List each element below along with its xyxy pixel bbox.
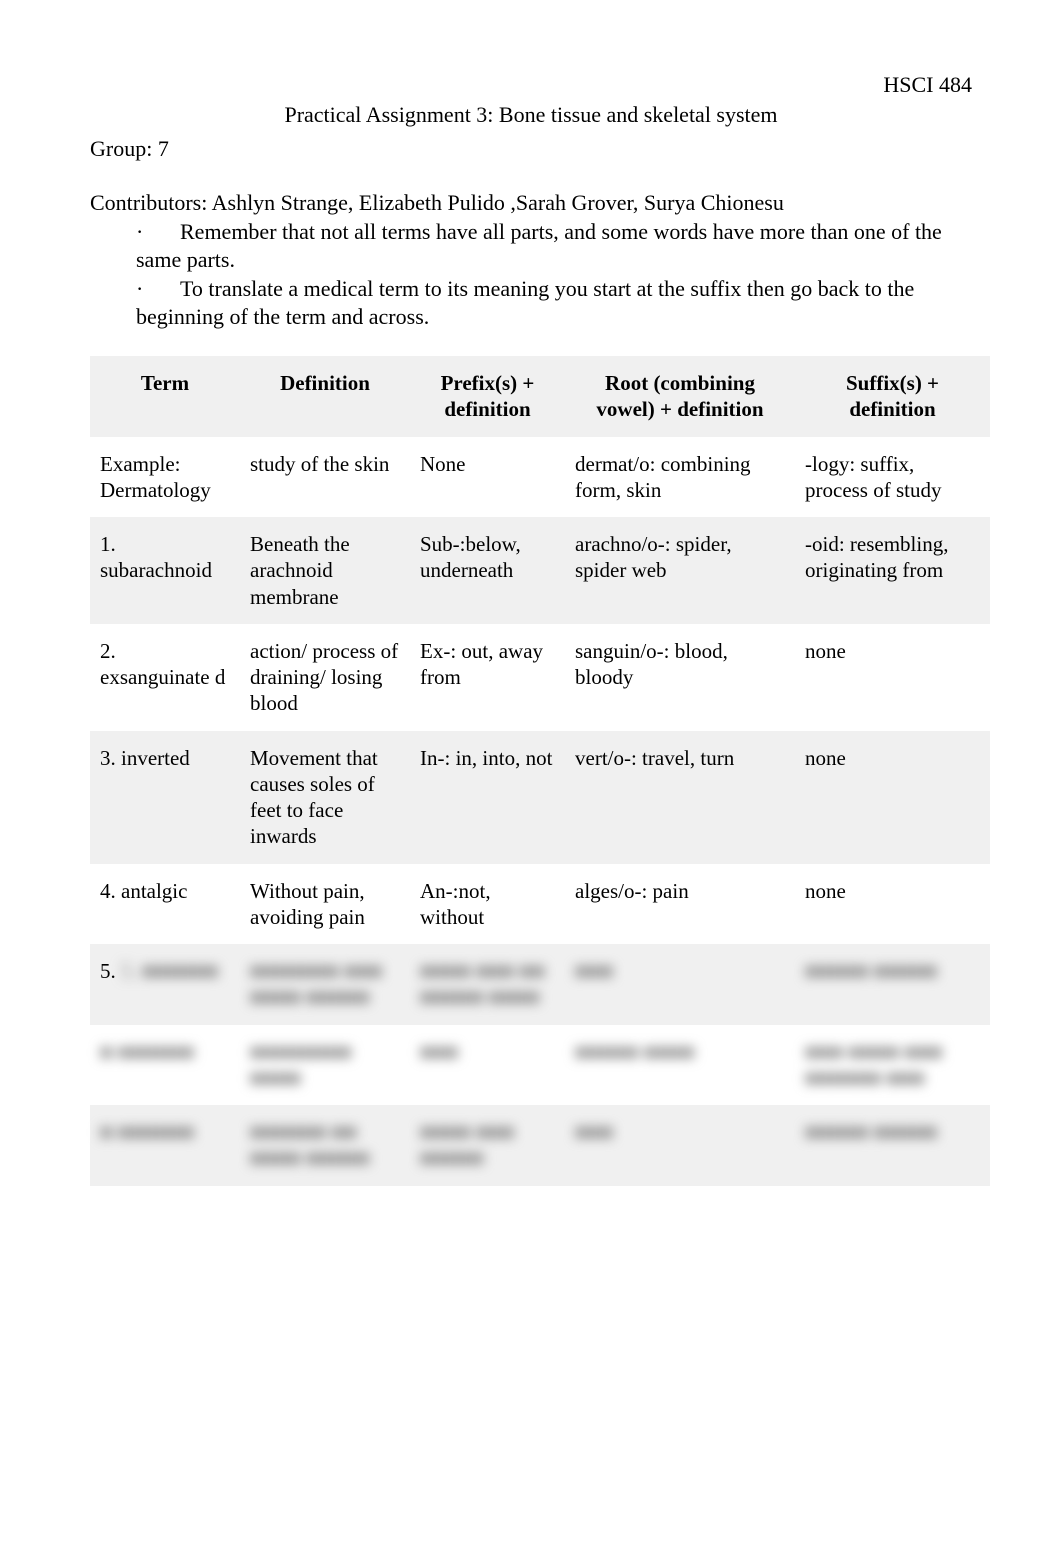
table-body: Example: Dermatology study of the skin N… [90,437,990,1186]
cell-prefix: In-: in, into, not [410,731,565,864]
cell-definition: ■■■■■■■■ ■■■■ [240,1025,410,1106]
cell-definition: study of the skin [240,437,410,518]
instruction-text: Remember that not all terms have all par… [136,219,942,272]
table-row: 1. subarachnoid Beneath the arachnoid me… [90,517,990,624]
table-row: ■ ■■■■■■ ■■■■■■■■ ■■■■ ■■■ ■■■■■ ■■■■ ■■… [90,1025,990,1106]
instruction-item: ·Remember that not all terms have all pa… [136,218,972,273]
table-row: 3. inverted Movement that causes soles o… [90,731,990,864]
contributors-line: Contributors: Ashlyn Strange, Elizabeth … [90,190,972,216]
instruction-text: To translate a medical term to its meani… [136,276,914,329]
cell-term: Example: Dermatology [90,437,240,518]
table-row: ■ ■■■■■■ ■■■■■■ ■■ ■■■■ ■■■■■ ■■■■ ■■■ ■… [90,1105,990,1186]
cell-root: dermat/o: combining form, skin [565,437,795,518]
group-label: Group: 7 [90,136,972,162]
cell-term: 1. subarachnoid [90,517,240,624]
cell-suffix: ■■■■■ ■■■■■ [795,944,990,1025]
terms-table: Term Definition Prefix(s) + definition R… [90,356,990,1186]
cell-prefix: ■■■■ ■■■ ■■ ■■■■■ ■■■■ [410,944,565,1025]
cell-prefix: ■■■■ ■■■ ■■■■■ [410,1105,565,1186]
cell-term: ■ ■■■■■■ [90,1105,240,1186]
cell-suffix: ■■■■■ ■■■■■ [795,1105,990,1186]
cell-definition: Without pain, avoiding pain [240,864,410,945]
blurred-text: ■■■■■ ■■■■■ [805,959,937,983]
blurred-text: ■■■■■■■ ■■■ ■■■■ ■■■■■ [250,959,382,1009]
blurred-text: ■■■■■ ■■■■■ [805,1120,937,1144]
document-title: Practical Assignment 3: Bone tissue and … [90,102,972,128]
blurred-text: ■■■■■ ■■■■ [575,1040,694,1064]
cell-prefix: ■■■ [410,1025,565,1106]
cell-suffix: none [795,731,990,864]
course-code: HSCI 484 [90,72,972,98]
blurred-text: ■■■ [420,1040,458,1064]
col-suffix: Suffix(s) + definition [795,356,990,437]
blurred-text: ■ ■■■■■■ [100,1040,194,1064]
cell-root: ■■■ [565,1105,795,1186]
instruction-item: ·To translate a medical term to its mean… [136,275,972,330]
cell-suffix: ■■■ ■■■■ ■■■ ■■■■■■ ■■■ [795,1025,990,1106]
blurred-text: ■■■ [575,959,613,983]
table-row: 4. antalgic Without pain, avoiding pain … [90,864,990,945]
cell-suffix: -logy: suffix, process of study [795,437,990,518]
bullet-dot: · [136,275,180,303]
cell-prefix: None [410,437,565,518]
blurred-text: ■■■■ ■■■ ■■■■■ [420,1120,514,1170]
table-header-row: Term Definition Prefix(s) + definition R… [90,356,990,437]
col-definition: Definition [240,356,410,437]
cell-definition: ■■■■■■ ■■ ■■■■ ■■■■■ [240,1105,410,1186]
cell-root: ■■■ [565,944,795,1025]
cell-term: 4. antalgic [90,864,240,945]
table-row: Example: Dermatology study of the skin N… [90,437,990,518]
cell-prefix: Sub-:below, underneath [410,517,565,624]
blurred-text: ■■■■ ■■■ ■■ ■■■■■ ■■■■ [420,959,545,1009]
cell-prefix: Ex-: out, away from [410,624,565,731]
cell-term: 3. inverted [90,731,240,864]
col-term: Term [90,356,240,437]
blurred-text: ■ ■■■■■■ [100,1120,194,1144]
blurred-text: ■■■ ■■■■ ■■■ ■■■■■■ ■■■ [805,1040,942,1090]
table-row: 5. 5. ■■■■■■ ■■■■■■■ ■■■ ■■■■ ■■■■■ ■■■■… [90,944,990,1025]
cell-suffix: none [795,624,990,731]
cell-definition: ■■■■■■■ ■■■ ■■■■ ■■■■■ [240,944,410,1025]
bullet-dot: · [136,218,180,246]
cell-suffix: none [795,864,990,945]
cell-root: ■■■■■ ■■■■ [565,1025,795,1106]
col-prefix: Prefix(s) + definition [410,356,565,437]
cell-term: ■ ■■■■■■ [90,1025,240,1106]
blurred-text: ■■■ [575,1120,613,1144]
blurred-text: ■■■■■■ ■■ ■■■■ ■■■■■ [250,1120,369,1170]
blurred-text: ■■■■■■■■ ■■■■ [250,1040,351,1090]
cell-root: vert/o-: travel, turn [565,731,795,864]
col-root: Root (combining vowel) + definition [565,356,795,437]
cell-definition: Beneath the arachnoid membrane [240,517,410,624]
cell-term-label: 5. [100,959,116,983]
cell-root: alges/o-: pain [565,864,795,945]
document-page: HSCI 484 Practical Assignment 3: Bone ti… [0,0,1062,1246]
instruction-list: ·Remember that not all terms have all pa… [90,218,972,330]
cell-term: 5. 5. ■■■■■■ [90,944,240,1025]
cell-root: arachno/o-: spider, spider web [565,517,795,624]
cell-root: sanguin/o-: blood, bloody [565,624,795,731]
cell-prefix: An-:not, without [410,864,565,945]
cell-definition: action/ process of draining/ losing bloo… [240,624,410,731]
cell-term: 2. exsanguinate d [90,624,240,731]
table-row: 2. exsanguinate d action/ process of dra… [90,624,990,731]
cell-definition: Movement that causes soles of feet to fa… [240,731,410,864]
cell-suffix: -oid: resembling, originating from [795,517,990,624]
blurred-text: 5. ■■■■■■ [121,959,218,983]
